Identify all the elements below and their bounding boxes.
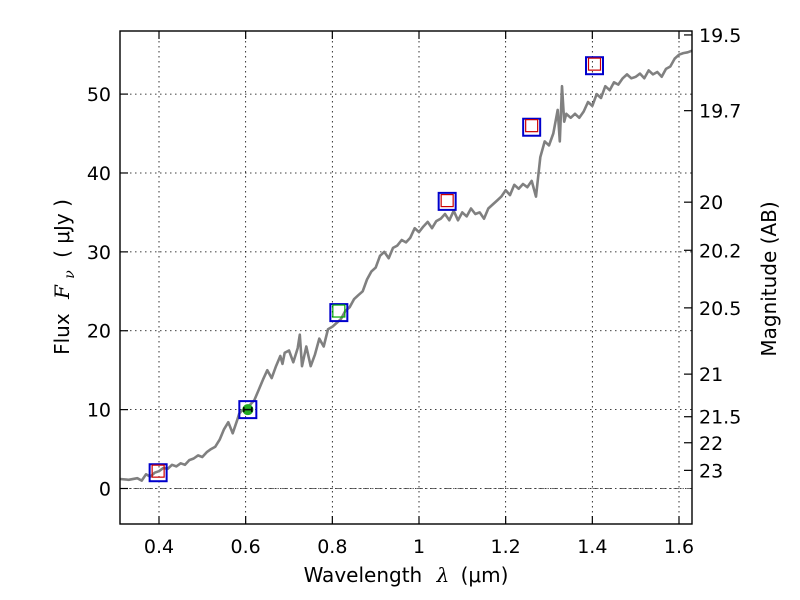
model-flux-box: [522, 117, 542, 137]
x-tick-label: 1.2: [491, 536, 521, 558]
x-tick-label: 0.4: [144, 536, 174, 558]
x-tick-labels: 0.4 0.6 0.8 1 1.2 1.4 1.6: [144, 536, 694, 558]
model-flux-box: [329, 303, 349, 323]
x-axis-title-unit: (μm): [461, 563, 509, 587]
plot-frame: [119, 30, 693, 525]
x-axis-title-text: Wavelength: [304, 563, 423, 587]
photometry-point: [522, 117, 542, 137]
observed-flux-box: [332, 304, 346, 318]
y-axis-title: Flux F ν ( μJy ): [50, 199, 79, 355]
x-tick-label: 0.8: [317, 536, 347, 558]
model-flux-box: [238, 400, 258, 420]
y-axis-title-unit: ( μJy ): [50, 199, 74, 258]
photometry-point: [585, 56, 604, 76]
y-axis-title-symbol: F: [50, 284, 74, 300]
y2-tick-label: 23: [699, 460, 723, 482]
photometry-point: [329, 303, 349, 323]
x-tick-label: 1: [413, 536, 425, 558]
model-flux-box: [437, 191, 457, 211]
photometry-point: [437, 191, 457, 211]
axis-ticks: [120, 31, 692, 524]
y-tick-label: 30: [87, 242, 111, 264]
model-flux-box: [148, 463, 168, 483]
x-axis-title: Wavelength λ (μm): [304, 563, 509, 587]
y-axis-title-subscript: ν: [62, 270, 78, 279]
model-flux-box: [585, 56, 604, 76]
x-tick-label: 1.6: [664, 536, 694, 558]
observed-flux-box: [440, 193, 454, 208]
photometry-points: [148, 56, 604, 483]
photometry-point: [238, 400, 258, 420]
x-tick-label: 1.4: [577, 536, 607, 558]
observed-flux-box: [151, 464, 165, 478]
y2-tick-label: 20.5: [699, 298, 741, 320]
y-tick-labels: 0 10 20 30 40 50: [87, 84, 111, 500]
observed-flux-box: [525, 119, 539, 133]
model-spectrum-line: [119, 49, 693, 482]
grid: [120, 31, 692, 524]
y2-tick-label: 21: [699, 364, 723, 386]
y2-tick-label: 20: [699, 192, 723, 214]
x-axis-title-symbol: λ: [436, 563, 450, 587]
y2-tick-label: 22: [699, 433, 723, 455]
y2-tick-label: 19.7: [699, 101, 741, 123]
y-axis-title-text: Flux: [50, 313, 74, 355]
observed-flux-box: [587, 57, 602, 71]
x-tick-label: 0.6: [231, 536, 261, 558]
y2-axis-title: Magnitude (AB): [757, 201, 781, 356]
photometry-point: [148, 463, 168, 483]
y-tick-label: 0: [99, 479, 111, 501]
y2-tick-label: 19.5: [699, 25, 741, 47]
y2-tick-label: 20.2: [699, 240, 741, 262]
y-tick-label: 20: [87, 321, 111, 343]
y-tick-label: 50: [87, 84, 111, 106]
magnitude-tick-labels: 19.5 19.7 20 20.2 20.5 21 21.5 22 23: [699, 25, 741, 482]
y-tick-label: 40: [87, 163, 111, 185]
y-tick-label: 10: [87, 400, 111, 422]
y2-tick-label: 21.5: [699, 407, 741, 429]
